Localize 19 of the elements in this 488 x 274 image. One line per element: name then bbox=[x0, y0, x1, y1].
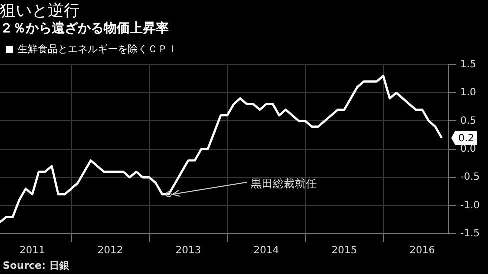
y-tick-label: 0.0 bbox=[460, 144, 476, 155]
x-tick-label: 2012 bbox=[98, 246, 124, 257]
annotation: 黒田総裁就任 bbox=[250, 177, 317, 190]
data-label: 0.2 bbox=[458, 134, 474, 145]
y-tick-label: 1.0 bbox=[460, 88, 476, 99]
x-tick-label: 2013 bbox=[176, 246, 202, 257]
y-tick-label: 1.5 bbox=[460, 59, 476, 70]
x-tick-label: 2015 bbox=[332, 246, 358, 257]
x-tick-label: 2011 bbox=[20, 246, 46, 257]
chart-title: 狙いと逆行 bbox=[0, 0, 80, 20]
x-tick-label: 2014 bbox=[254, 246, 280, 257]
y-tick-label: -0.5 bbox=[460, 172, 480, 184]
chart-subtitle: ２％から遠ざかる物価上昇率 bbox=[0, 20, 169, 36]
y-tick-label: -1.0 bbox=[460, 200, 480, 212]
y-tick-label: -1.5 bbox=[460, 228, 480, 240]
y-tick-label: 0.5 bbox=[460, 116, 476, 127]
source-note: Source: 日銀 bbox=[3, 260, 70, 273]
legend-label: 生鮮食品とエネルギーを除くＣＰＩ bbox=[18, 43, 178, 56]
x-tick-label: 2016 bbox=[410, 246, 436, 257]
